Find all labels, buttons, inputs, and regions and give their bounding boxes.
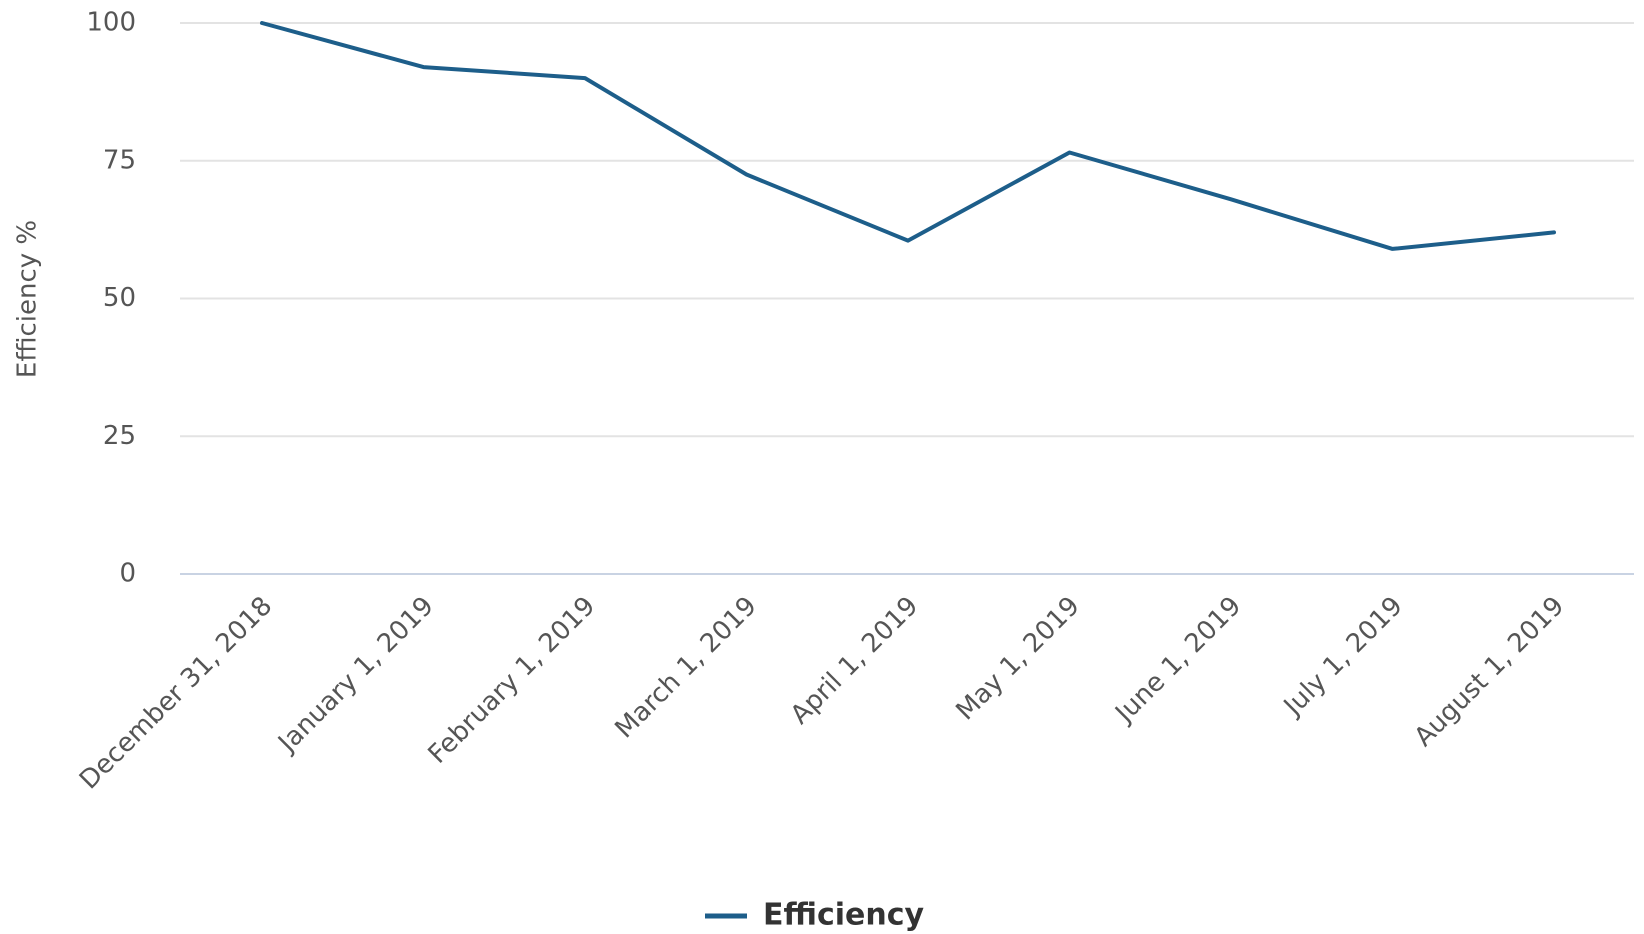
- legend-label: Efficiency: [763, 898, 925, 933]
- x-tick-label: March 1, 2019: [609, 591, 762, 744]
- y-tick-label: 0: [119, 559, 136, 589]
- y-tick-label: 100: [86, 8, 136, 38]
- x-tick-label: December 31, 2018: [74, 591, 278, 795]
- x-tick-label: July 1, 2019: [1277, 591, 1409, 723]
- x-tick-label: June 1, 2019: [1109, 591, 1248, 730]
- y-axis-title: Efficiency %: [13, 220, 43, 378]
- x-tick-label: February 1, 2019: [423, 591, 602, 770]
- line: [260, 21, 1556, 251]
- x-tick-label: January 1, 2019: [271, 591, 439, 759]
- y-tick-label: 50: [103, 283, 136, 313]
- x-tick-label: May 1, 2019: [951, 591, 1086, 726]
- y-tick-label: 75: [103, 145, 136, 175]
- x-tick-label: April 1, 2019: [785, 591, 924, 730]
- y-tick-label: 25: [103, 421, 136, 451]
- x-tick-label: August 1, 2019: [1409, 591, 1571, 753]
